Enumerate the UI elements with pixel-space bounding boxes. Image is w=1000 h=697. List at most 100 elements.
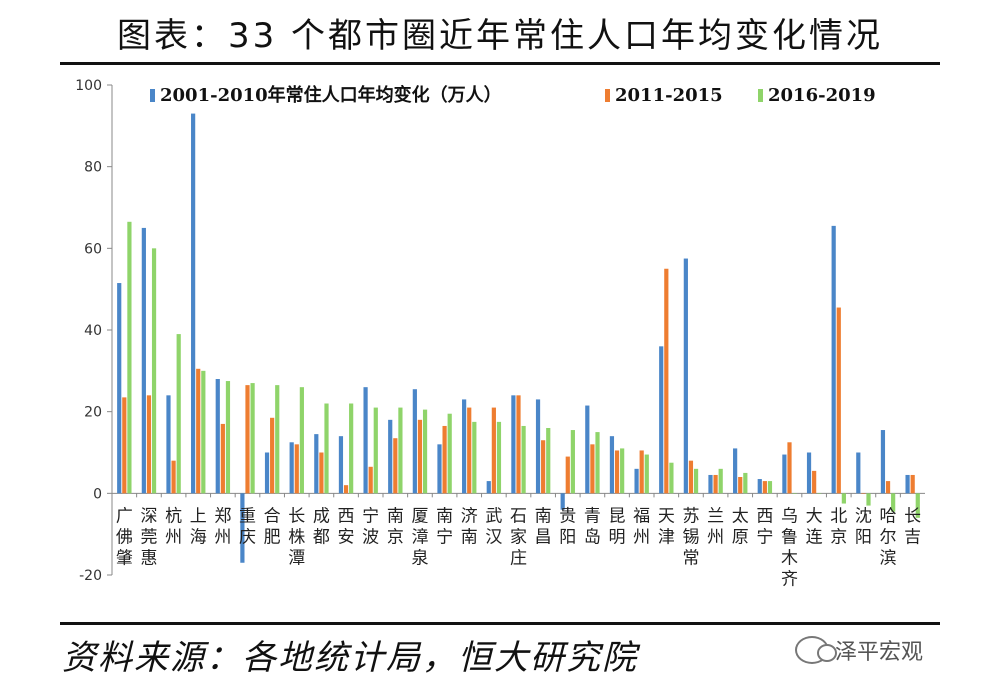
x-tick-label-char: 佛	[116, 527, 133, 547]
bar	[535, 399, 541, 494]
x-tick-label-char: 州	[633, 527, 650, 547]
x-tick-label-char: 庄	[510, 548, 527, 568]
bar	[343, 485, 349, 494]
x-tick-label: 济	[461, 506, 478, 526]
x-tick-label: 哈	[880, 506, 897, 526]
x-tick-label-char: 肇	[116, 548, 133, 568]
bar	[171, 460, 176, 494]
bar	[743, 472, 748, 494]
bar	[447, 413, 452, 494]
bar	[565, 456, 570, 494]
bar	[609, 436, 615, 494]
bar	[299, 387, 304, 494]
legend-swatch	[150, 89, 155, 102]
bar	[891, 493, 896, 512]
bar	[856, 452, 861, 494]
x-tick-label: 苏	[682, 506, 699, 526]
x-tick-label: 郑	[214, 506, 231, 526]
bar	[812, 470, 817, 494]
bar	[762, 481, 767, 494]
bar	[417, 419, 423, 494]
bar	[122, 397, 127, 494]
bar	[841, 493, 846, 504]
bar	[614, 450, 620, 494]
bar	[220, 423, 225, 494]
x-tick-label-char: 海	[190, 527, 207, 547]
bar	[511, 395, 516, 494]
bar	[201, 370, 206, 494]
x-tick-label: 天	[658, 506, 675, 526]
y-tick-label: 60	[84, 241, 102, 257]
x-tick-label-char: 原	[732, 527, 749, 547]
bar	[166, 395, 171, 494]
bar-chart: -20 0 20 40 60 80 100 2001-2010年常住人口年均变化（万人） 20…	[75, 78, 925, 589]
legend-label: 2011-2015	[615, 85, 723, 106]
bar	[836, 307, 841, 494]
bar	[338, 436, 344, 494]
bar	[817, 493, 822, 494]
x-tick-label: 上	[190, 506, 207, 526]
bar	[767, 481, 773, 494]
x-tick-label-char: 肥	[264, 527, 281, 547]
bar	[693, 468, 699, 494]
x-tick-label-char: 连	[806, 527, 823, 547]
bar	[289, 442, 294, 494]
x-tick-label: 长	[904, 506, 921, 526]
bar	[117, 283, 122, 494]
x-tick-label: 昆	[609, 506, 626, 526]
bar	[388, 419, 393, 494]
bar	[373, 407, 378, 494]
bottom-rule	[60, 622, 940, 625]
y-tick-label: 0	[93, 486, 102, 502]
x-tick-label: 厦	[411, 506, 428, 526]
x-tick-label: 深	[140, 506, 157, 526]
bar	[516, 395, 521, 494]
x-tick-label-char: 齐	[781, 569, 798, 589]
y-tick-label: 80	[84, 160, 102, 176]
bar	[191, 113, 196, 494]
x-tick-label: 长	[288, 506, 305, 526]
legend-swatch	[758, 89, 763, 102]
x-tick-label-char: 家	[510, 527, 527, 547]
bar	[349, 403, 354, 494]
x-tick-label: 杭	[165, 506, 182, 526]
x-tick-label-char: 滨	[880, 548, 897, 568]
x-tick-label: 青	[584, 506, 601, 526]
bar	[595, 432, 600, 494]
bar	[541, 440, 546, 494]
bar	[196, 368, 201, 494]
x-tick-label-char: 惠	[140, 548, 157, 568]
x-tick-label-char: 宁	[436, 527, 453, 547]
bar	[151, 248, 157, 494]
x-tick-label: 沈	[855, 506, 872, 526]
x-tick-label: 成	[313, 506, 330, 526]
chart-title: 图表：33 个都市圈近年常住人口年均变化情况	[116, 16, 884, 56]
top-rule	[60, 62, 940, 65]
source-note: 资料来源：各地统计局，恒大研究院	[62, 638, 638, 678]
x-tick-label-char: 宁	[756, 527, 773, 547]
bar	[146, 395, 152, 494]
watermark: 泽平宏观	[795, 634, 923, 666]
y-tick-label: 20	[84, 405, 102, 421]
x-tick-label-char: 州	[165, 527, 182, 547]
x-tick-label: 北	[830, 506, 847, 526]
bar	[368, 466, 373, 494]
x-tick-label: 贵	[559, 506, 576, 526]
bar	[757, 479, 762, 494]
bar	[363, 387, 368, 494]
bar	[664, 268, 669, 494]
x-tick-label-char: 锡	[682, 527, 699, 547]
x-tick-label-char: 鲁	[781, 527, 798, 547]
bar	[688, 460, 694, 494]
bar	[644, 454, 649, 494]
bar	[462, 399, 467, 494]
x-tick-label-char: 京	[387, 527, 404, 547]
bar	[885, 481, 891, 494]
x-tick-label: 南	[535, 506, 552, 526]
bar	[319, 452, 324, 494]
x-tick-label-char: 州	[707, 527, 724, 547]
x-tick-label: 南	[436, 506, 453, 526]
x-tick-label: 福	[633, 506, 650, 526]
x-tick-label: 大	[806, 506, 823, 526]
bar	[398, 407, 403, 494]
